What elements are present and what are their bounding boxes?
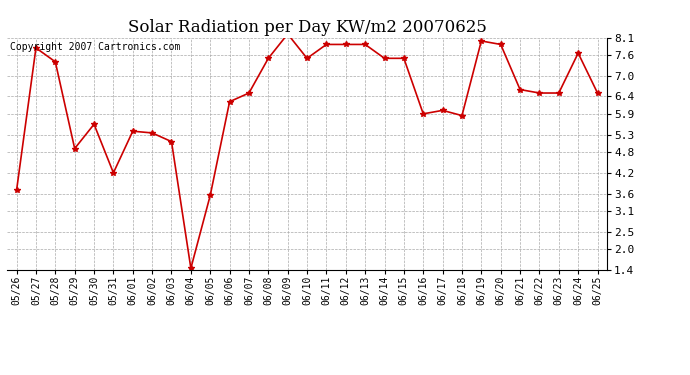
Text: Copyright 2007 Cartronics.com: Copyright 2007 Cartronics.com [10, 42, 180, 52]
Title: Solar Radiation per Day KW/m2 20070625: Solar Radiation per Day KW/m2 20070625 [128, 19, 486, 36]
